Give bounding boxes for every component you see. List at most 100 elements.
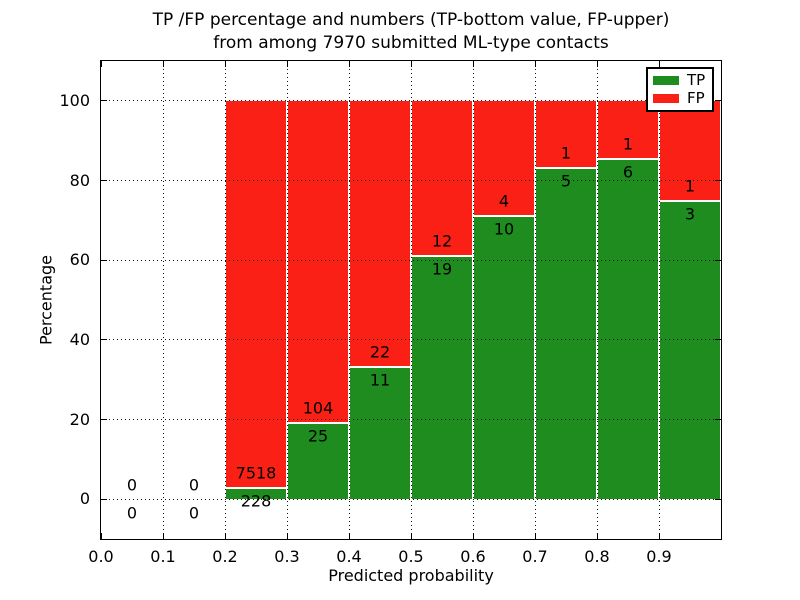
x-tick-label: 0.0 bbox=[88, 547, 114, 566]
vertical-gridline bbox=[410, 61, 412, 539]
legend: TP FP bbox=[646, 67, 714, 112]
fp-bar-segment bbox=[350, 100, 410, 367]
fp-count-label: 0 bbox=[188, 475, 200, 495]
x-axis-label: Predicted probability bbox=[328, 566, 494, 585]
x-tick-mark bbox=[658, 61, 660, 67]
x-tick-mark bbox=[410, 533, 412, 539]
x-tick-label: 0.1 bbox=[150, 547, 176, 566]
fp-bar-segment bbox=[474, 100, 534, 215]
y-tick-mark bbox=[101, 419, 107, 420]
y-tick-label: 0 bbox=[79, 489, 90, 509]
x-tick-mark bbox=[224, 61, 226, 67]
chart-title-line2: from among 7970 submitted ML-type contac… bbox=[213, 33, 609, 53]
bar-group bbox=[287, 100, 349, 500]
fp-count-label: 12 bbox=[431, 231, 453, 251]
vertical-gridline bbox=[534, 61, 536, 539]
tp-count-label: 10 bbox=[493, 219, 515, 239]
vertical-gridline bbox=[472, 61, 474, 539]
y-tick-mark bbox=[715, 498, 721, 500]
x-tick-mark bbox=[410, 61, 412, 67]
y-tick-label: 80 bbox=[69, 170, 90, 190]
y-tick-mark bbox=[101, 259, 107, 261]
tp-bar-segment bbox=[350, 366, 410, 500]
x-tick-mark bbox=[348, 533, 350, 539]
tp-count-label: 19 bbox=[431, 259, 453, 279]
fp-bar-segment bbox=[226, 100, 286, 488]
bar-group bbox=[349, 100, 411, 500]
y-tick-label: 20 bbox=[69, 409, 90, 429]
x-tick-mark bbox=[100, 61, 102, 67]
fp-count-label: 7518 bbox=[235, 463, 277, 483]
y-tick-mark bbox=[715, 339, 721, 341]
tp-count-label: 6 bbox=[622, 162, 634, 182]
x-tick-mark bbox=[224, 533, 226, 539]
tp-count-label: 25 bbox=[307, 426, 329, 446]
vertical-gridline bbox=[596, 61, 598, 539]
fp-count-label: 22 bbox=[369, 342, 391, 362]
x-tick-mark bbox=[596, 61, 598, 67]
vertical-gridline bbox=[162, 61, 164, 539]
fp-count-label: 1 bbox=[622, 134, 634, 154]
x-tick-mark bbox=[286, 61, 288, 67]
x-tick-mark bbox=[658, 533, 660, 539]
x-tick-mark bbox=[100, 533, 102, 539]
vertical-gridline bbox=[224, 61, 226, 539]
tp-bar-segment bbox=[226, 487, 286, 500]
tp-count-label: 228 bbox=[240, 491, 272, 511]
vertical-gridline bbox=[658, 61, 660, 539]
chart-title: TP /FP percentage and numbers (TP-bottom… bbox=[153, 9, 670, 55]
x-tick-mark bbox=[162, 61, 164, 67]
tp-bar-segment bbox=[598, 157, 658, 500]
fp-bar-segment bbox=[536, 100, 596, 168]
legend-swatch-fp bbox=[653, 93, 679, 103]
x-tick-label: 0.3 bbox=[274, 547, 300, 566]
x-tick-label: 0.8 bbox=[584, 547, 610, 566]
tp-bar-segment bbox=[660, 200, 720, 500]
fp-count-label: 1 bbox=[560, 143, 572, 163]
y-tick-label: 40 bbox=[69, 329, 90, 349]
x-tick-label: 0.9 bbox=[646, 547, 672, 566]
legend-label-tp: TP bbox=[687, 71, 706, 90]
y-tick-mark bbox=[715, 100, 721, 102]
fp-count-label: 104 bbox=[302, 398, 334, 418]
x-tick-label: 0.4 bbox=[336, 547, 362, 566]
y-tick-mark bbox=[101, 339, 107, 341]
x-tick-label: 0.2 bbox=[212, 547, 238, 566]
plot-area: 0 0 0 0 7518 228 104 25 22 11 12 19 4 10 1 5 1 6 1 3 bbox=[100, 60, 722, 540]
vertical-gridline bbox=[286, 61, 288, 539]
x-tick-mark bbox=[162, 533, 164, 539]
fp-count-label: 0 bbox=[126, 475, 138, 495]
y-tick-mark bbox=[101, 180, 107, 181]
y-tick-label: 60 bbox=[69, 250, 90, 270]
fp-count-label: 4 bbox=[498, 191, 510, 211]
tp-bar-segment bbox=[474, 214, 534, 500]
bar-group bbox=[473, 100, 535, 500]
tp-bar-segment bbox=[288, 421, 348, 500]
tp-bar-segment bbox=[536, 167, 596, 500]
fp-bar-segment bbox=[288, 100, 348, 422]
tp-count-label: 0 bbox=[188, 503, 200, 523]
x-tick-mark bbox=[472, 61, 474, 67]
bar-group bbox=[597, 100, 659, 500]
x-tick-label: 0.5 bbox=[398, 547, 424, 566]
y-tick-label: 100 bbox=[59, 90, 90, 110]
y-tick-mark bbox=[715, 419, 721, 420]
bar-group bbox=[535, 100, 597, 500]
legend-label-fp: FP bbox=[687, 88, 705, 107]
fp-bar-segment bbox=[412, 100, 472, 256]
tp-count-label: 11 bbox=[369, 370, 391, 390]
x-tick-mark bbox=[286, 533, 288, 539]
y-tick-mark bbox=[715, 259, 721, 261]
tp-count-label: 0 bbox=[126, 503, 138, 523]
x-tick-mark bbox=[534, 61, 536, 67]
vertical-gridline bbox=[348, 61, 350, 539]
y-tick-mark bbox=[101, 498, 107, 500]
fp-bar-segment bbox=[660, 100, 720, 201]
tp-bar-segment bbox=[412, 255, 472, 500]
legend-row: FP bbox=[653, 88, 707, 107]
legend-row: TP bbox=[653, 73, 707, 88]
tp-count-label: 5 bbox=[560, 171, 572, 191]
y-tick-mark bbox=[101, 100, 107, 102]
x-tick-mark bbox=[348, 61, 350, 67]
x-tick-label: 0.7 bbox=[522, 547, 548, 566]
